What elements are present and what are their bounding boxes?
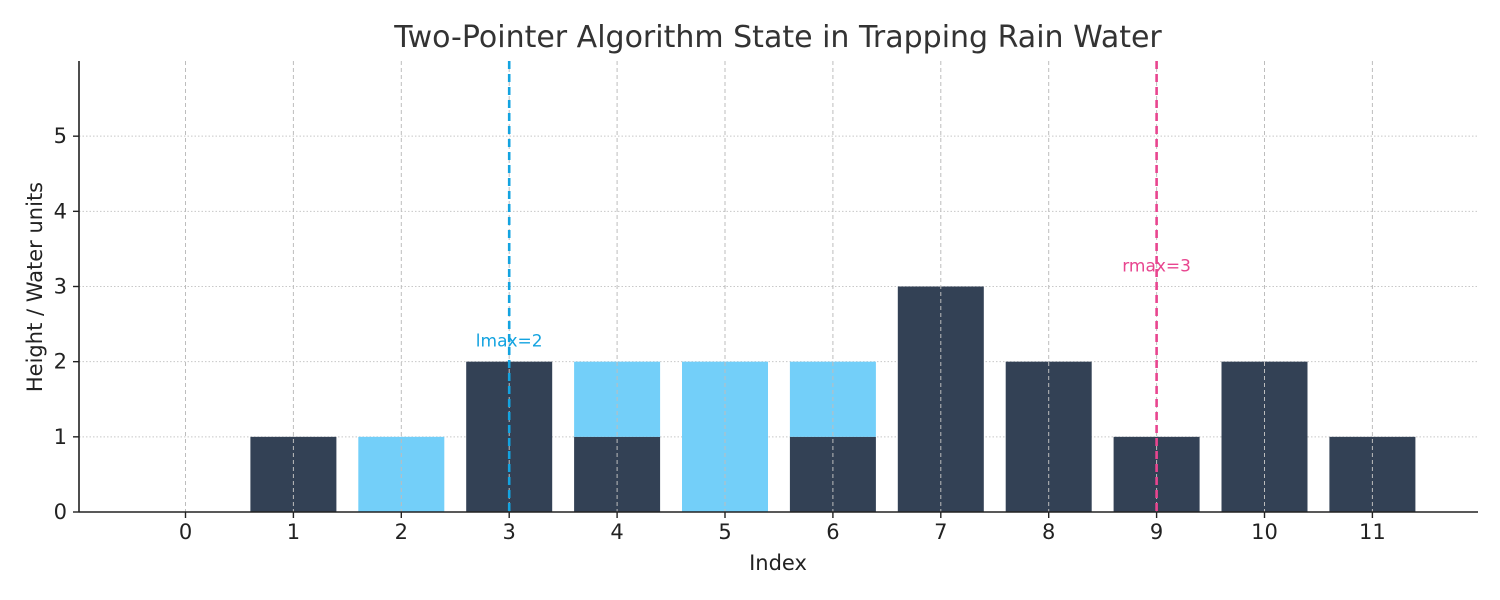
x-tick-label: 6 <box>826 520 839 544</box>
y-tick-label: 5 <box>54 124 67 148</box>
pointer-marker-label: lmax=2 <box>476 332 543 352</box>
x-tick-label: 10 <box>1251 520 1278 544</box>
y-tick-label: 3 <box>54 275 67 299</box>
x-tick-label: 9 <box>1150 520 1163 544</box>
pointer-marker-layer: lmax=2 rmax=3 <box>476 61 1191 512</box>
x-tick-label: 5 <box>718 520 731 544</box>
x-tick-label: 3 <box>503 520 516 544</box>
y-axis-label: Height / Water units <box>23 182 47 392</box>
x-axis-label: Index <box>749 551 807 575</box>
x-tick-label: 11 <box>1359 520 1386 544</box>
y-tick-label: 0 <box>54 500 67 524</box>
x-tick-label: 0 <box>179 520 192 544</box>
y-tick-label: 2 <box>54 350 67 374</box>
x-tick-label: 1 <box>287 520 300 544</box>
x-tick-label: 2 <box>395 520 408 544</box>
x-tick-label: 8 <box>1042 520 1055 544</box>
y-tick-label: 1 <box>54 425 67 449</box>
y-tick-label: 4 <box>54 199 67 223</box>
chart-title: Two-Pointer Algorithm State in Trapping … <box>393 20 1162 55</box>
x-tick-label: 7 <box>934 520 947 544</box>
x-tick-label: 4 <box>610 520 623 544</box>
axis-layer: 0 1 2 3 4 5 0 1 2 3 4 5 6 7 8 9 10 11 <box>54 61 1478 544</box>
pointer-marker-label: rmax=3 <box>1122 256 1191 276</box>
